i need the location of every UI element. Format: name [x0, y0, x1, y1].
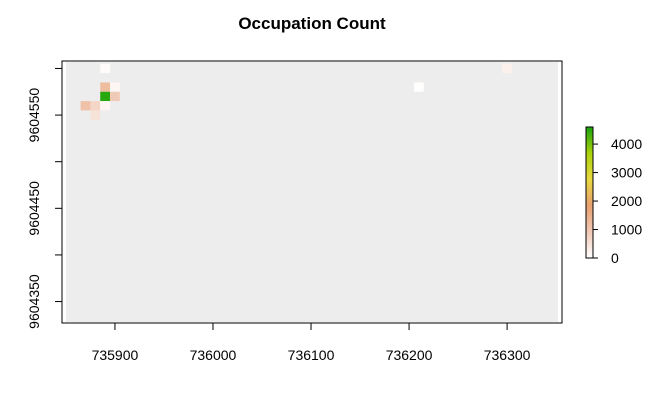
raster-cell: [110, 82, 120, 92]
raster-cell: [502, 63, 512, 74]
y-tick-label: 9604550: [26, 88, 42, 143]
plot-frame: [61, 60, 563, 324]
raster-cell: [90, 110, 101, 120]
x-axis: 735900 736000 736100 736200 736300: [92, 323, 531, 363]
raster-cell: [413, 82, 424, 92]
legend-tick-label: 1000: [611, 222, 642, 238]
y-tick-label: 9604450: [26, 181, 42, 236]
legend-tick-label: 2000: [611, 193, 642, 209]
raster-cell: [100, 101, 111, 111]
legend-tick-label: 3000: [611, 165, 642, 181]
legend-color-bar: [585, 126, 594, 259]
chart-title: Occupation Count: [238, 14, 386, 33]
raster-cell: [100, 63, 111, 74]
raster-cell: [90, 101, 101, 111]
y-axis: 9604350 9604450 9604550: [26, 67, 62, 329]
legend-tick-label: 4000: [611, 136, 642, 152]
x-tick-label: 735900: [92, 347, 139, 363]
raster-cell: [100, 82, 111, 92]
x-tick-label: 736200: [386, 347, 433, 363]
color-legend: 0 1000 2000 3000 4000: [585, 126, 642, 266]
raster-cell: [110, 91, 120, 102]
raster-cell: [80, 101, 91, 111]
x-tick-label: 736300: [484, 347, 531, 363]
x-tick-label: 736000: [190, 347, 237, 363]
legend-tick-label: 0: [611, 250, 619, 266]
y-tick-label: 9604350: [26, 274, 42, 329]
x-tick-label: 736100: [288, 347, 335, 363]
raster-background: [65, 61, 559, 323]
raster-layer: [65, 61, 559, 323]
raster-cell: [100, 91, 111, 102]
